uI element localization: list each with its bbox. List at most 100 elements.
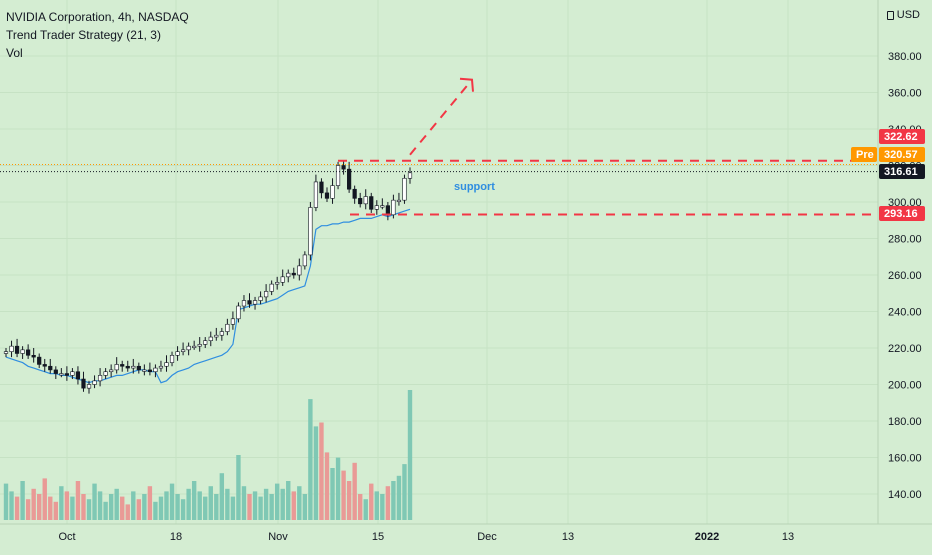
volume-bar xyxy=(391,481,396,520)
candle-body xyxy=(120,364,125,367)
volume-bar xyxy=(92,483,97,520)
candle-body xyxy=(26,349,31,356)
volume-bar xyxy=(180,499,186,520)
volume-bar xyxy=(263,488,269,520)
volume-bar xyxy=(274,483,280,520)
volume-bar xyxy=(219,473,225,520)
volume-bar xyxy=(81,494,86,520)
candle-body xyxy=(53,369,58,374)
price-tick-label: 260.00 xyxy=(888,270,922,282)
candle-body xyxy=(341,165,346,170)
candle-body xyxy=(363,196,368,205)
indicator-title[interactable]: Trend Trader Strategy (21, 3) xyxy=(6,28,161,42)
annotations: support xyxy=(454,181,495,193)
candle-body xyxy=(374,205,379,210)
candle-body xyxy=(158,365,164,369)
volume-bar xyxy=(86,499,92,520)
candle-body xyxy=(358,198,363,205)
time-tick-label: 15 xyxy=(372,531,384,543)
volume-bar xyxy=(169,483,175,520)
volume-bar xyxy=(131,491,136,520)
volume-bar xyxy=(20,481,25,520)
volume-bar xyxy=(286,481,291,520)
candle-body xyxy=(369,196,374,210)
candle-body xyxy=(37,356,42,365)
candle-body xyxy=(291,272,296,276)
price-tick-label: 380.00 xyxy=(888,51,922,63)
candle-body xyxy=(192,345,197,348)
candle-body xyxy=(230,318,236,325)
volume-bar xyxy=(313,426,319,520)
support-level-tag xyxy=(879,206,925,221)
volume-bar xyxy=(380,494,385,520)
candle-body xyxy=(380,205,385,208)
support-label: support xyxy=(454,181,495,193)
price-axis[interactable]: 380.00360.00340.00320.00300.00280.00260.… xyxy=(888,51,922,501)
currency-label[interactable]: USD xyxy=(886,9,920,21)
volume-bar xyxy=(158,496,164,520)
candle-body xyxy=(330,185,335,199)
volume-bar xyxy=(335,457,341,520)
volume-bar xyxy=(352,462,357,520)
candle-body xyxy=(136,365,141,371)
candle-body xyxy=(125,365,130,369)
volume-bar xyxy=(396,475,402,520)
volume-bar xyxy=(297,486,302,520)
price-tick-label: 240.00 xyxy=(888,307,922,319)
candle-body xyxy=(252,300,258,305)
time-axis[interactable]: Oct 18 Nov 15 Dec 13 2022 13 xyxy=(58,531,794,543)
candle-body xyxy=(9,345,14,352)
volume-bar xyxy=(302,494,308,520)
last-price-value: 316.61 xyxy=(884,166,918,178)
price-tags: 322.62 Pre 320.57 316.61 293.16 xyxy=(851,129,925,221)
volume-bar xyxy=(280,488,285,520)
volume-bar xyxy=(363,499,368,520)
volume-bar xyxy=(14,496,20,520)
candle-body xyxy=(109,369,114,373)
volume-bar xyxy=(385,486,391,520)
volume-title[interactable]: Vol xyxy=(6,46,23,60)
candle-body xyxy=(225,323,230,332)
price-tick-label: 200.00 xyxy=(888,380,922,392)
volume-bar xyxy=(53,501,59,520)
candle-body xyxy=(86,384,92,389)
candle-body xyxy=(324,192,330,199)
pre-market-value: 320.57 xyxy=(884,149,918,161)
volume-bar xyxy=(59,486,64,520)
volume-bar xyxy=(319,422,324,520)
volume-bar xyxy=(258,496,263,520)
volume-bar xyxy=(142,494,147,520)
candle-body xyxy=(14,345,20,354)
volume-bar xyxy=(241,486,247,520)
candle-body xyxy=(335,165,341,186)
candle-body xyxy=(70,371,75,376)
candle-body xyxy=(391,199,396,216)
volume-bar xyxy=(70,496,75,520)
candle-body xyxy=(131,365,136,369)
volume-bar xyxy=(225,488,230,520)
candle-body xyxy=(241,300,247,307)
candle-body xyxy=(164,362,169,367)
time-tick-label: Nov xyxy=(268,531,288,543)
volume-bar xyxy=(374,491,379,520)
support-level-value: 293.16 xyxy=(884,208,918,220)
volume-bar xyxy=(114,488,119,520)
high-level-value: 322.62 xyxy=(884,131,918,143)
candle-body xyxy=(180,349,186,352)
candle-body xyxy=(396,199,402,202)
volume-bar xyxy=(308,399,313,520)
symbol-title[interactable]: NVIDIA Corporation, 4h, NASDAQ xyxy=(6,10,189,24)
volume-bar xyxy=(75,481,81,520)
volume-bar xyxy=(407,390,413,520)
volume-bar xyxy=(97,491,103,520)
time-tick-label: Oct xyxy=(58,531,75,543)
candle-body xyxy=(142,369,147,372)
candle-body xyxy=(175,351,180,356)
candle-body xyxy=(75,371,81,380)
time-tick-label: 18 xyxy=(170,531,182,543)
volume-bar xyxy=(341,470,346,520)
candle-body xyxy=(286,272,291,278)
candle-body xyxy=(407,172,413,179)
